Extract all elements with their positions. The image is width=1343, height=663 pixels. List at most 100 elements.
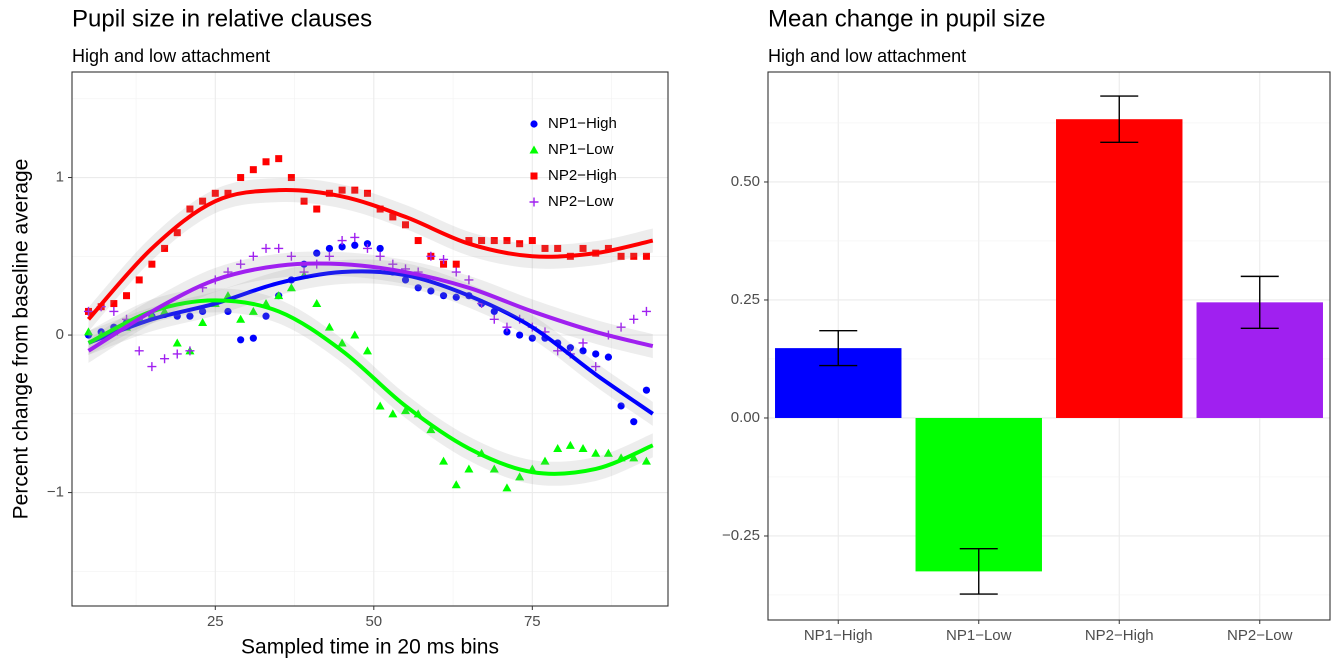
legend-label: NP2−Low <box>548 193 614 210</box>
point <box>541 244 549 252</box>
point <box>147 362 157 372</box>
legend-key <box>529 145 539 154</box>
point <box>224 307 232 316</box>
legend-key <box>530 120 538 128</box>
point <box>363 189 371 197</box>
point <box>592 350 600 358</box>
point <box>516 240 524 248</box>
point <box>591 448 601 457</box>
point <box>286 251 296 261</box>
point <box>401 406 411 415</box>
point <box>489 464 499 473</box>
point <box>161 244 169 252</box>
point <box>275 155 283 163</box>
x-tick-label: 75 <box>524 613 541 630</box>
point <box>503 328 511 336</box>
point <box>439 456 449 465</box>
point <box>452 293 460 301</box>
point <box>338 243 346 251</box>
point <box>616 322 626 332</box>
point <box>503 237 511 245</box>
point <box>186 312 194 320</box>
error-bar <box>959 548 998 595</box>
bar <box>1056 119 1183 418</box>
y-tick-label: 0 <box>56 326 64 343</box>
point <box>604 244 612 252</box>
y-tick-label: −1 <box>47 484 64 501</box>
point <box>540 456 550 465</box>
chart-title: Pupil size in relative clauses <box>72 5 372 32</box>
point <box>172 338 182 347</box>
chart-subtitle: High and low attachment <box>768 46 966 66</box>
point <box>414 284 422 292</box>
fit-line <box>87 261 654 353</box>
point <box>603 448 613 457</box>
point <box>262 312 270 320</box>
point <box>554 244 562 252</box>
point <box>642 252 650 260</box>
point <box>109 306 119 316</box>
bar <box>915 417 1042 572</box>
confidence-band <box>88 178 653 332</box>
point <box>375 251 385 261</box>
x-tick-label: NP1−High <box>804 627 873 644</box>
y-tick-label: −0.25 <box>722 527 760 544</box>
point <box>363 240 372 248</box>
point <box>451 480 461 489</box>
point <box>440 260 448 268</box>
point <box>249 334 257 342</box>
point <box>402 221 410 229</box>
point <box>464 275 474 285</box>
point <box>123 292 131 300</box>
confidence-band <box>88 251 653 363</box>
point <box>515 472 525 481</box>
point <box>287 174 295 182</box>
point <box>502 322 512 332</box>
point <box>351 186 359 194</box>
point <box>83 327 93 336</box>
point <box>490 237 498 245</box>
chart-subtitle: High and low attachment <box>72 46 270 66</box>
error-bar <box>1100 95 1139 144</box>
y-tick-label: 0.25 <box>731 291 760 308</box>
fit-line <box>86 188 654 321</box>
point <box>313 249 321 257</box>
point <box>376 244 384 253</box>
point <box>464 464 474 473</box>
y-tick-label: 0.00 <box>731 409 760 426</box>
point <box>135 276 143 284</box>
point <box>452 260 460 268</box>
fit-line <box>87 298 654 476</box>
point <box>629 314 639 324</box>
point <box>83 306 93 316</box>
point <box>414 237 422 245</box>
point <box>324 322 334 331</box>
point <box>313 205 321 213</box>
point <box>578 443 588 452</box>
panel-border <box>71 71 669 607</box>
point <box>324 251 334 261</box>
point <box>350 232 360 242</box>
y-tick-label: 0.50 <box>731 173 760 190</box>
x-tick-label: 25 <box>207 613 224 630</box>
confidence-band <box>88 259 653 426</box>
point <box>110 300 118 308</box>
point <box>641 456 651 465</box>
point <box>351 241 359 249</box>
point <box>185 346 195 356</box>
point <box>591 362 601 372</box>
point <box>262 158 270 166</box>
point <box>388 409 398 418</box>
point <box>148 260 156 268</box>
point <box>325 244 334 253</box>
y-axis-title: Percent change from baseline average <box>10 159 33 520</box>
point <box>199 307 207 316</box>
legend-key <box>530 172 538 180</box>
point <box>375 401 385 410</box>
point <box>489 314 499 324</box>
point <box>224 189 232 197</box>
point <box>237 174 245 182</box>
legend-label: NP1−High <box>548 115 617 132</box>
point <box>578 338 588 348</box>
point <box>502 483 512 492</box>
